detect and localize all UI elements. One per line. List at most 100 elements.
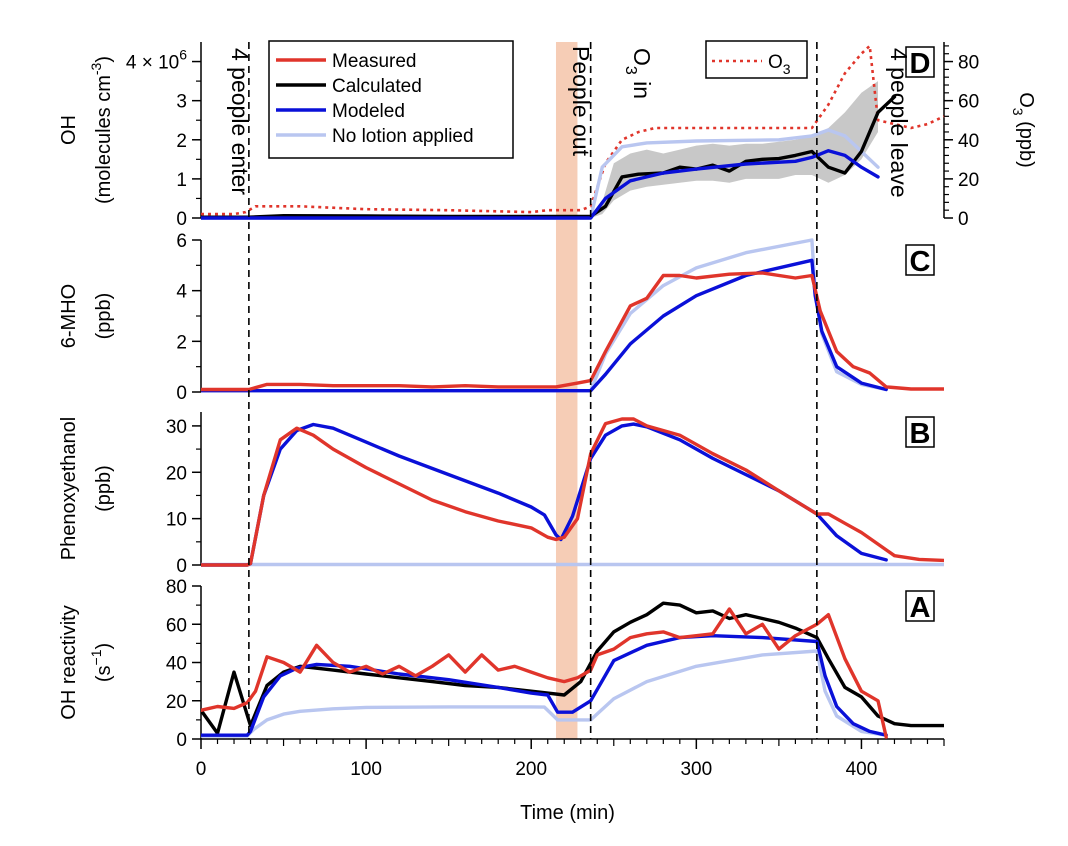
oh-uncertainty-band [590,81,878,218]
y-tick-label-text: 3 [176,92,187,113]
right-tick-label-text: 80 [958,53,979,74]
event-label-sub: 3 [622,66,639,75]
panel-letter-text: C [910,246,931,278]
people-out-label: People out [568,46,594,157]
y-tick-exponent: 6 [179,47,187,63]
y-tick-label-D: 3 [176,92,187,113]
event-label-leave: 4 people leave [886,48,912,198]
y-axis-title2-B: (ppb) [93,465,115,512]
y-tick-label-C: 0 [176,383,187,404]
legend-o3-box [705,40,808,79]
series-modeled-C [201,258,888,393]
panel-letter-text: B [910,418,931,450]
event-label-text: 4 people leave [886,48,912,198]
x-tick-label: 0 [196,759,207,780]
legend: Measured Calculated Modeled No lotion appli… [268,40,808,159]
y-axis-title2-D: (molecules cm-3) [88,56,115,204]
y-tick-label-text: 10 [166,510,187,531]
right-tick-label-text: 20 [958,170,979,191]
series-measured-A [201,607,888,739]
x-tick-label-text: 300 [680,759,712,780]
y-axis-title-line2: (molecules cm [93,75,115,204]
right-tick-label: 60 [958,92,979,113]
y-tick-label-B: 0 [176,556,187,577]
panel-letter-text: A [910,592,931,624]
x-tick-label: 200 [515,759,547,780]
y-tick-label-text: 20 [166,692,187,713]
legend-label-no_lotion: No lotion applied [332,126,474,147]
y-axis-title-line2: (ppb) [93,465,115,512]
y-tick-label-text: 0 [176,209,187,230]
y-tick-label-A: 20 [166,692,187,713]
panel-letter-box-B [905,416,935,448]
legend-label-modeled: Modeled [332,101,405,122]
event-label-o3: O3 in [622,48,655,99]
y-tick-label-text: 20 [166,463,187,484]
legend-o3-sub: 3 [783,61,791,77]
y-axis-title-line1: 6-MHO [58,284,80,348]
panel-letter-D: D [910,48,931,80]
y-tick-label-text: 6 [176,231,187,252]
x-tick-label-text: 200 [515,759,547,780]
y-tick-label-B: 30 [166,417,187,438]
y-axis-title-line2: (ppb) [93,293,115,340]
legend-label-measured: Measured [332,51,417,72]
right-tick-label-text: 0 [958,209,969,230]
panel-letter-box-D [905,46,935,78]
y-tick-label-A: 40 [166,654,187,675]
legend-o3-main: O [768,52,783,73]
y-tick-label-text: 4 × 10 [126,53,179,74]
x-tick-label: 400 [846,759,878,780]
legend-label-text: Calculated [332,76,422,97]
y-tick-label-text: 40 [166,654,187,675]
y-tick-label-text: 60 [166,615,187,636]
y-axis-title-line1: OH [58,115,80,145]
y-tick-label-C: 6 [176,231,187,252]
x-tick-label-text: 0 [196,759,207,780]
x-axis-title: Time (min) [520,802,615,824]
y-axis-title-line1: OH reactivity [58,605,80,719]
y-axis-title-line1: Phenoxyethanol [58,417,80,560]
y-tick-label-text: 80 [166,577,187,598]
y-axis-title-B: Phenoxyethanol [58,417,80,560]
right-tick-label: 80 [958,53,979,74]
people-out-label-text: People out [568,46,594,157]
y-tick-label-text: 0 [176,383,187,404]
y-tick-label-text: 0 [176,730,187,751]
panel-B: 0 10 20 30 Phenoxyethanol (ppb) B [58,412,944,577]
y-tick-label-A: 80 [166,577,187,598]
y-axis-title-sup: −1 [88,649,104,665]
legend-label-text: Modeled [332,101,405,122]
legend-label-text: No lotion applied [332,126,474,147]
right-tick-label-text: 40 [958,131,979,152]
panel-letter-A: A [910,592,931,624]
panel-C: 0 2 4 6 6-MHO (ppb) C [58,231,944,404]
series-no_lotion-C [201,238,888,393]
legend-label-calculated: Calculated [332,76,422,97]
y-axis-title-sup: -3 [88,62,104,75]
right-axis-title-tail: (ppb) [1015,116,1037,168]
y-tick-label-text: 30 [166,417,187,438]
y-axis-title2-C: (ppb) [93,293,115,340]
y-tick-label-text: 1 [176,170,187,191]
panel-letter-box-A [905,590,935,622]
y-tick-label-D: 4 × 106 [126,47,187,74]
y-tick-label-text: 2 [176,131,187,152]
panel-letter-box-C [905,244,935,276]
panel-A: 0 20 40 60 80 OH reactivity (s−1) A [58,577,944,751]
y-tick-label-B: 10 [166,510,187,531]
x-tick-label-text: 400 [846,759,878,780]
panel-letter-B: B [910,418,931,450]
y-tick-label-D: 2 [176,131,187,152]
panel-letter-text: D [910,48,931,80]
legend-label-text: Measured [332,51,417,72]
y-axis-title-tail: ) [93,643,115,650]
event-label-suffix: in [629,75,655,99]
x-axis-title-text: Time (min) [520,802,615,824]
y-axis-title2-A: (s−1) [88,643,115,682]
series-modeled-D [201,149,880,220]
x-tick-label: 100 [350,759,382,780]
y-tick-label-text: 0 [176,556,187,577]
